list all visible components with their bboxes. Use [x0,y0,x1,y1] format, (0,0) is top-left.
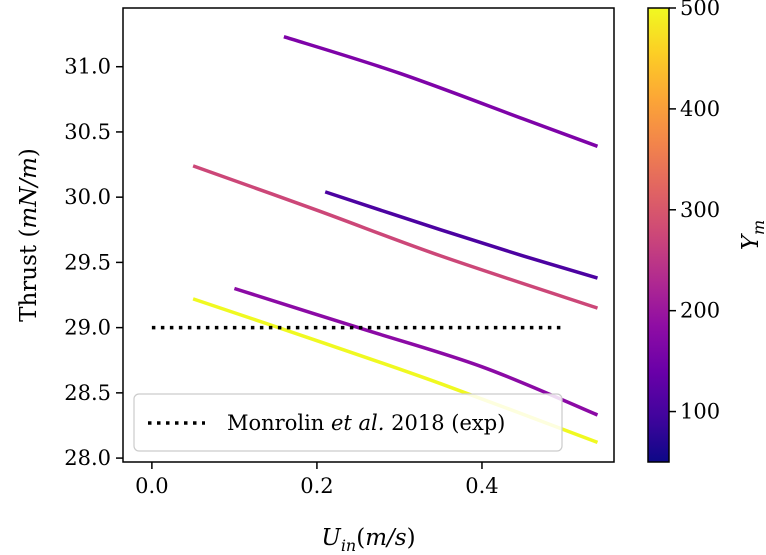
y-tick-label: 29.5 [64,250,111,274]
x-tick-label: 0.4 [465,474,498,498]
colorbar-gradient [647,7,670,463]
colorbar-tick-label: 400 [680,97,720,121]
y-tick-label: 31.0 [64,55,111,79]
y-tick-label: 29.0 [64,316,111,340]
plot-area: Monrolin et al. 2018 (exp) 0.0 0.2 0.4 28.0 2… [16,7,615,555]
colorbar-tick-label: 200 [680,299,720,323]
colorbar-tick-label: 500 [680,0,720,20]
colorbar-label: Ym [738,220,766,250]
x-axis-label-main: U [321,525,342,551]
series-line-3 [233,286,599,417]
plot-frame [122,7,615,463]
y-tick-label: 30.5 [64,120,111,144]
y-axis-label-unit: mN/m [16,157,42,229]
x-tick-label: 0.0 [135,474,168,498]
y-axis-label-main: Thrust ( [16,229,42,322]
y-tick-label: 30.0 [64,185,111,209]
colorbar-tick-label: 100 [680,400,720,424]
x-axis-label-paren-close: ) [407,525,416,551]
y-axis-label: Thrust (mN/m) [16,148,42,322]
legend-label-suffix: 2018 (exp) [384,411,505,435]
colorbar-tick-label: 300 [680,198,720,222]
colorbar-label-main: Y [738,232,764,250]
legend-box [133,393,563,452]
series-line-2 [324,190,599,280]
series-line-1 [192,164,599,310]
x-axis-label-paren-open: ( [356,525,365,551]
x-tick-label: 0.2 [300,474,333,498]
x-axis-label-unit: m/s [365,525,407,551]
y-tick-label: 28.0 [64,446,111,470]
colorbar: 100 200 300 400 500 Ym [647,0,766,463]
x-axis-label-sub: in [341,536,356,555]
legend-label: Monrolin et al. 2018 (exp) [227,411,505,435]
legend: Monrolin et al. 2018 (exp) [133,393,563,452]
y-tick-label: 28.5 [64,381,111,405]
legend-label-prefix: Monrolin [227,411,331,435]
legend-label-italic: et al. [331,411,384,435]
colorbar-label-sub: m [749,220,766,235]
series-line-0 [283,35,599,148]
y-axis-label-paren-close: ) [16,148,42,157]
x-axis-label: Uin(m/s) [321,525,415,555]
